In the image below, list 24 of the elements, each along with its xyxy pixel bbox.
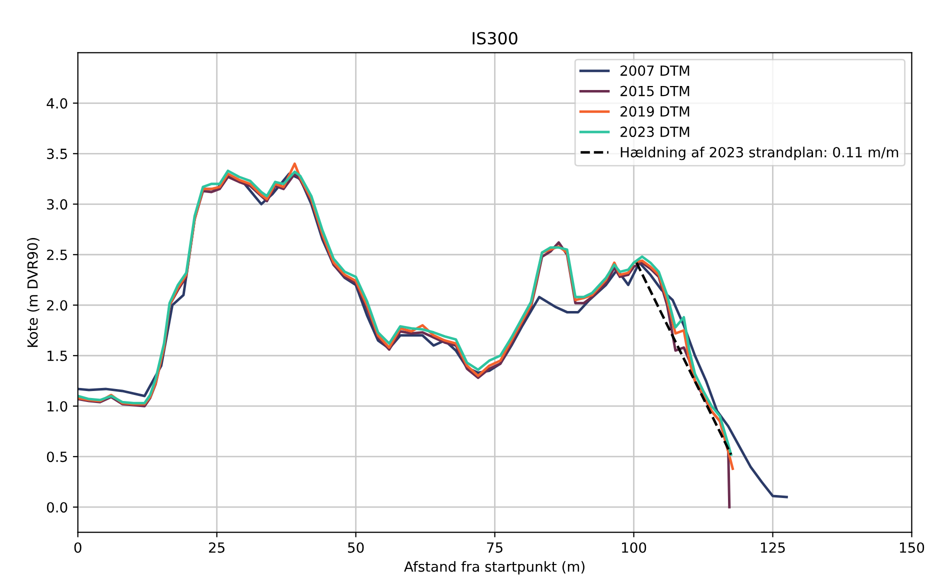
legend-label: 2019 DTM: [620, 106, 690, 117]
y-tick-label: 1.0: [48, 401, 68, 412]
y-tick-label: 0.0: [46, 502, 68, 513]
y-tick-label: 1.5: [48, 350, 67, 362]
legend-label: 2023 DTM: [620, 126, 690, 138]
y-tick-label: 0.5: [46, 452, 67, 462]
y-axis-title: Kote (m DVR90): [27, 238, 40, 347]
x-tick-label: 0: [74, 542, 82, 553]
y-tick-label: 2.0: [47, 300, 68, 311]
x-tick-label: 125: [761, 542, 785, 553]
x-tick-label: 150: [900, 542, 924, 553]
legend-label: 2015 DTM: [620, 86, 690, 96]
legend-label: Hældning af 2023 strandplan: 0.11 m/m: [620, 146, 898, 160]
y-tick-label: 3.5: [47, 148, 67, 160]
y-tick-label: 2.5: [47, 250, 67, 260]
y-tick-label: 4.0: [46, 98, 68, 109]
x-tick-label: 75: [487, 542, 502, 553]
y-tick-label: 3.0: [47, 199, 68, 210]
x-tick-label: 50: [348, 542, 364, 553]
x-axis-title: Afstand fra startpunkt (m): [404, 561, 584, 575]
legend-label: 2007 DTM: [620, 65, 690, 76]
chart-title: IS300: [472, 32, 518, 45]
x-tick-label: 100: [622, 542, 646, 553]
x-tick-label: 25: [209, 542, 224, 553]
